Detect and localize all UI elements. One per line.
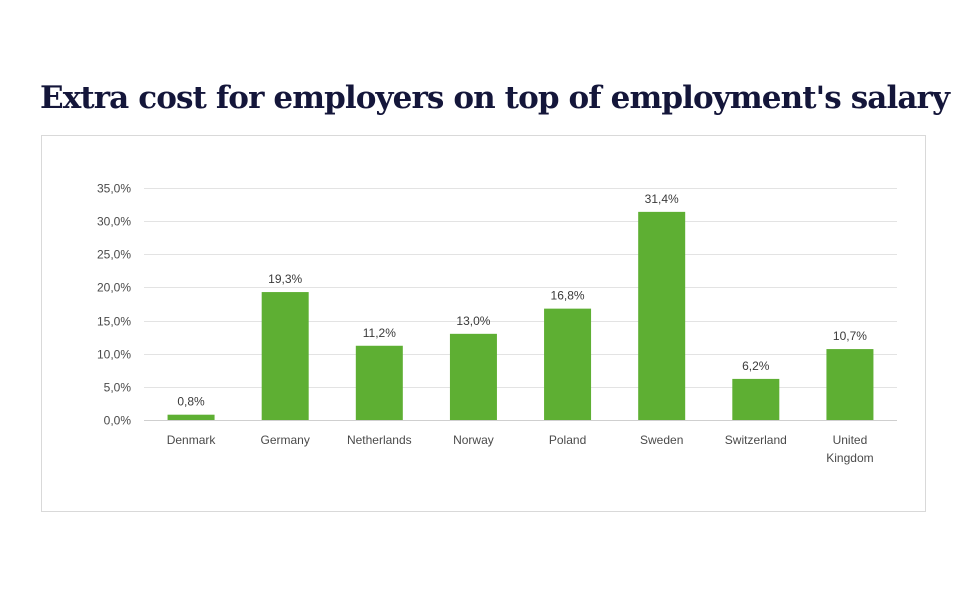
x-tick-label: Norway: [453, 433, 494, 447]
data-label: 11,2%: [363, 326, 396, 340]
data-label: 16,8%: [551, 289, 585, 303]
data-label: 13,0%: [456, 314, 490, 328]
bar-chart: 0,0% 5,0% 10,0% 15,0% 20,0% 25,0% 30,0% 35,0% 0…: [97, 182, 897, 465]
x-tick-label: United Kingdom: [826, 433, 873, 465]
y-tick-label: 25,0%: [97, 248, 131, 262]
x-tick-label: Switzerland: [725, 433, 787, 447]
bar-switzerland: [732, 378, 780, 420]
data-label: 10,7%: [833, 329, 867, 343]
bar-netherlands: [355, 345, 403, 420]
bar-norway: [449, 333, 497, 420]
x-tick-label: Netherlands: [347, 433, 412, 447]
data-labels: 0,8% 19,3% 11,2% 13,0% 16,8% 31,4% 6,2% 10,7%: [177, 192, 867, 409]
chart-panel: 0,0% 5,0% 10,0% 15,0% 20,0% 25,0% 30,0% 35,0% 0…: [41, 135, 926, 512]
x-tick-label: Denmark: [167, 433, 217, 447]
bar-poland: [544, 308, 592, 420]
x-axis-categories: Denmark Germany Netherlands Norway Poland Swe…: [167, 433, 874, 465]
data-label: 19,3%: [268, 272, 302, 286]
y-tick-label: 5,0%: [104, 381, 132, 395]
y-tick-label: 10,0%: [97, 348, 131, 362]
gridlines: [144, 188, 897, 421]
y-tick-label: 15,0%: [97, 315, 131, 329]
page-title: Extra cost for employers on top of emplo…: [40, 80, 950, 116]
bar-united-kingdom: [826, 349, 874, 420]
y-tick-label: 35,0%: [97, 182, 131, 196]
x-tick-label: Sweden: [640, 433, 683, 447]
data-label: 0,8%: [177, 395, 205, 409]
y-tick-label: 0,0%: [104, 414, 132, 428]
bar-sweden: [638, 211, 686, 420]
y-tick-label: 30,0%: [97, 215, 131, 229]
bars: [167, 211, 874, 420]
y-tick-label: 20,0%: [97, 281, 131, 295]
bar-germany: [261, 292, 309, 420]
bar-denmark: [167, 414, 215, 420]
data-label: 6,2%: [742, 359, 770, 373]
x-tick-label: Poland: [549, 433, 586, 447]
y-axis-ticks: 0,0% 5,0% 10,0% 15,0% 20,0% 25,0% 30,0% 35,0%: [97, 182, 131, 428]
data-label: 31,4%: [645, 192, 679, 206]
x-tick-label: Germany: [261, 433, 310, 447]
